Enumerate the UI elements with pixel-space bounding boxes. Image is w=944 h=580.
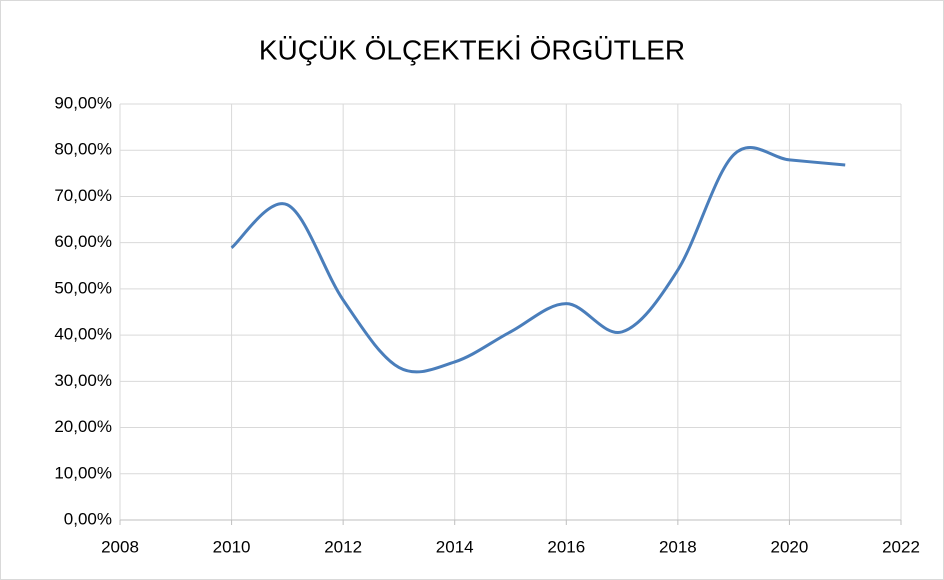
x-tick-label: 2018: [659, 537, 697, 556]
y-tick-label: 20,00%: [54, 417, 112, 436]
y-tick-label: 90,00%: [54, 93, 112, 112]
x-tick-label: 2022: [882, 537, 920, 556]
y-tick-label: 80,00%: [54, 140, 112, 159]
y-tick-label: 50,00%: [54, 278, 112, 297]
x-tick-label: 2014: [436, 537, 474, 556]
y-tick-label: 70,00%: [54, 186, 112, 205]
x-tick-label: 2016: [547, 537, 585, 556]
x-tick-label: 2008: [101, 537, 139, 556]
x-tick-label: 2010: [213, 537, 251, 556]
chart-title: KÜÇÜK ÖLÇEKTEKİ ÖRGÜTLER: [259, 34, 685, 65]
y-tick-label: 40,00%: [54, 325, 112, 344]
y-tick-label: 60,00%: [54, 232, 112, 251]
y-tick-label: 10,00%: [54, 463, 112, 482]
y-tick-label: 0,00%: [64, 509, 112, 528]
data-line: [230, 146, 846, 374]
x-tick-label: 2012: [324, 537, 362, 556]
y-tick-label: 30,00%: [54, 371, 112, 390]
x-tick-label: 2020: [771, 537, 809, 556]
